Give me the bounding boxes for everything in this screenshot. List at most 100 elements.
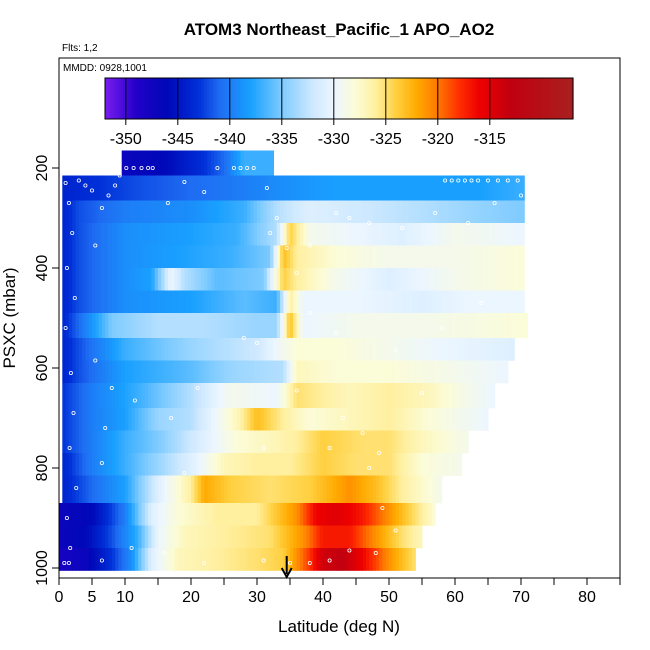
colorbar-segment: [190, 78, 194, 119]
curtain-cell: [260, 430, 265, 454]
curtain-cell: [197, 548, 202, 571]
curtain-cell: [184, 313, 189, 339]
curtain-cell: [342, 430, 347, 454]
curtain-cell: [276, 360, 281, 384]
colorbar-segment: [474, 78, 478, 119]
colorbar-segment: [318, 78, 322, 119]
curtain-cell: [339, 313, 344, 339]
curtain-cell: [115, 245, 119, 269]
curtain-cell: [62, 268, 67, 291]
curtain-cell: [220, 475, 225, 504]
curtain-cell: [78, 383, 83, 409]
curtain-cell: [481, 223, 486, 246]
colorbar-segment: [162, 78, 166, 119]
curtain-cell: [385, 338, 390, 361]
curtain-cell: [253, 408, 258, 431]
curtain-cell: [461, 268, 466, 291]
curtain-cell: [260, 290, 265, 314]
colorbar-segment: [105, 78, 109, 119]
curtain-cell: [323, 548, 327, 571]
curtain-cell: [319, 268, 324, 291]
curtain-cell: [431, 475, 436, 504]
curtain-cell: [207, 408, 212, 431]
curtain-cell: [408, 503, 413, 526]
curtain-cell: [131, 223, 136, 246]
curtain-cell: [438, 245, 443, 269]
curtain-cell: [458, 245, 463, 269]
curtain-cell: [230, 290, 235, 314]
curtain-cell: [488, 338, 492, 361]
curtain-cell: [323, 338, 327, 361]
curtain-cell: [247, 408, 251, 431]
curtain-cell: [270, 290, 274, 314]
colorbar-tick-label: -320: [422, 131, 454, 148]
curtain-cell: [346, 430, 350, 454]
curtain-cell: [412, 290, 416, 314]
curtain-cell: [171, 175, 175, 201]
curtain-cell: [365, 268, 370, 291]
curtain-cell: [243, 338, 248, 361]
curtain-cell: [158, 200, 162, 224]
curtain-cell: [197, 360, 202, 384]
curtain-cell: [319, 525, 324, 549]
curtain-cell: [329, 548, 334, 571]
curtain-cell: [224, 268, 228, 291]
colorbar-segment: [443, 78, 447, 119]
curtain-cell: [402, 290, 406, 314]
curtain-cell: [184, 175, 189, 201]
curtain-cell: [517, 313, 522, 339]
colorbar-segment: [526, 78, 530, 119]
curtain-cell: [451, 223, 456, 246]
curtain-cell: [68, 548, 73, 571]
curtain-cell: [164, 360, 169, 384]
curtain-cell: [224, 408, 228, 431]
curtain-cell: [296, 268, 301, 291]
curtain-cell: [372, 313, 377, 339]
curtain-cell: [82, 245, 86, 269]
sample-point: [519, 193, 524, 198]
curtain-cell: [342, 525, 347, 549]
colorbar-segment: [508, 78, 512, 119]
curtain-cell: [204, 430, 208, 454]
curtain-cell: [514, 290, 519, 314]
curtain-cell: [257, 200, 261, 224]
curtain-cell: [392, 175, 397, 201]
curtain-cell: [418, 290, 423, 314]
sample-point: [492, 200, 497, 205]
curtain-cell: [356, 503, 360, 526]
curtain-cell: [303, 548, 307, 571]
curtain-cell: [164, 503, 169, 526]
curtain-cell: [375, 290, 380, 314]
curtain-cell: [220, 290, 225, 314]
curtain-cell: [359, 223, 364, 246]
curtain-cell: [128, 503, 133, 526]
curtain-cell: [158, 360, 162, 384]
curtain-cell: [352, 223, 357, 246]
curtain-cell: [105, 525, 109, 549]
curtain-cell: [75, 338, 80, 361]
curtain-cell: [125, 150, 129, 176]
curtain-cell: [336, 360, 340, 384]
curtain-cell: [405, 383, 410, 409]
curtain-cell: [339, 290, 344, 314]
curtain-cell: [158, 150, 162, 176]
curtain-cell: [336, 175, 340, 201]
curtain-cell: [68, 200, 73, 224]
curtain-cell: [356, 360, 360, 384]
curtain-cell: [448, 313, 453, 339]
curtain-cell: [514, 268, 519, 291]
curtain-cell: [422, 268, 426, 291]
curtain-cell: [352, 383, 357, 409]
curtain-cell: [148, 338, 152, 361]
curtain-cell: [177, 503, 182, 526]
curtain-cell: [365, 503, 370, 526]
curtain-cell: [134, 525, 139, 549]
curtain-cell: [398, 268, 403, 291]
curtain-cell: [187, 548, 192, 571]
sample-point: [150, 165, 155, 170]
curtain-cell: [164, 313, 169, 339]
curtain-cell: [101, 290, 106, 314]
curtain-cell: [326, 223, 331, 246]
curtain-cell: [207, 223, 212, 246]
curtain-cell: [151, 175, 156, 201]
